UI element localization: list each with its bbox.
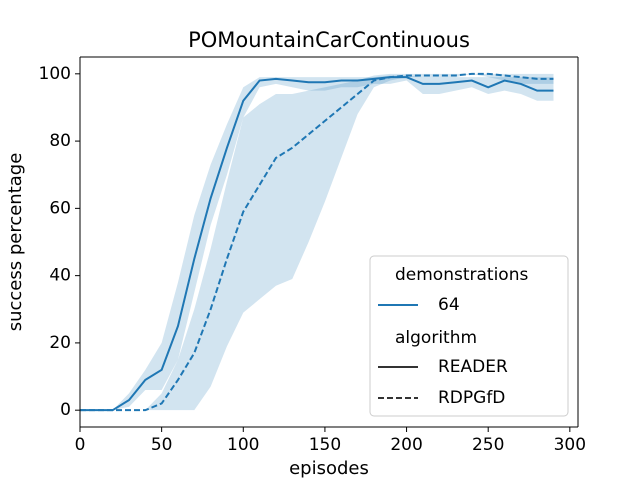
x-axis-label: episodes bbox=[289, 458, 369, 479]
chart-title: POMountainCarContinuous bbox=[188, 28, 470, 52]
y-axis-label: success percentage bbox=[5, 153, 26, 332]
legend-box bbox=[369, 255, 569, 417]
legend-label: READER bbox=[438, 357, 508, 377]
ci-band bbox=[80, 73, 554, 411]
line bbox=[80, 72, 554, 412]
line bbox=[80, 76, 554, 412]
y-tick-label: 80 bbox=[49, 131, 71, 151]
x-tick-label: 100 bbox=[227, 435, 259, 455]
x-tick-label: 200 bbox=[390, 435, 422, 455]
legend-title: algorithm bbox=[395, 328, 477, 348]
y-tick-label: 20 bbox=[49, 333, 71, 353]
y-tick-label: 40 bbox=[49, 266, 71, 286]
x-tick-label: 150 bbox=[309, 435, 341, 455]
legend-title: demonstrations bbox=[395, 265, 528, 285]
y-tick-label: 60 bbox=[49, 198, 71, 218]
x-tick-label: 0 bbox=[75, 435, 86, 455]
y-tick-label: 100 bbox=[39, 64, 71, 84]
legend-label: 64 bbox=[438, 295, 460, 315]
x-tick-label: 300 bbox=[554, 435, 586, 455]
legend-label: RDPGfD bbox=[438, 388, 505, 408]
x-tick-label: 50 bbox=[151, 435, 173, 455]
x-tick-label: 250 bbox=[472, 435, 504, 455]
y-tick-label: 0 bbox=[60, 400, 71, 420]
